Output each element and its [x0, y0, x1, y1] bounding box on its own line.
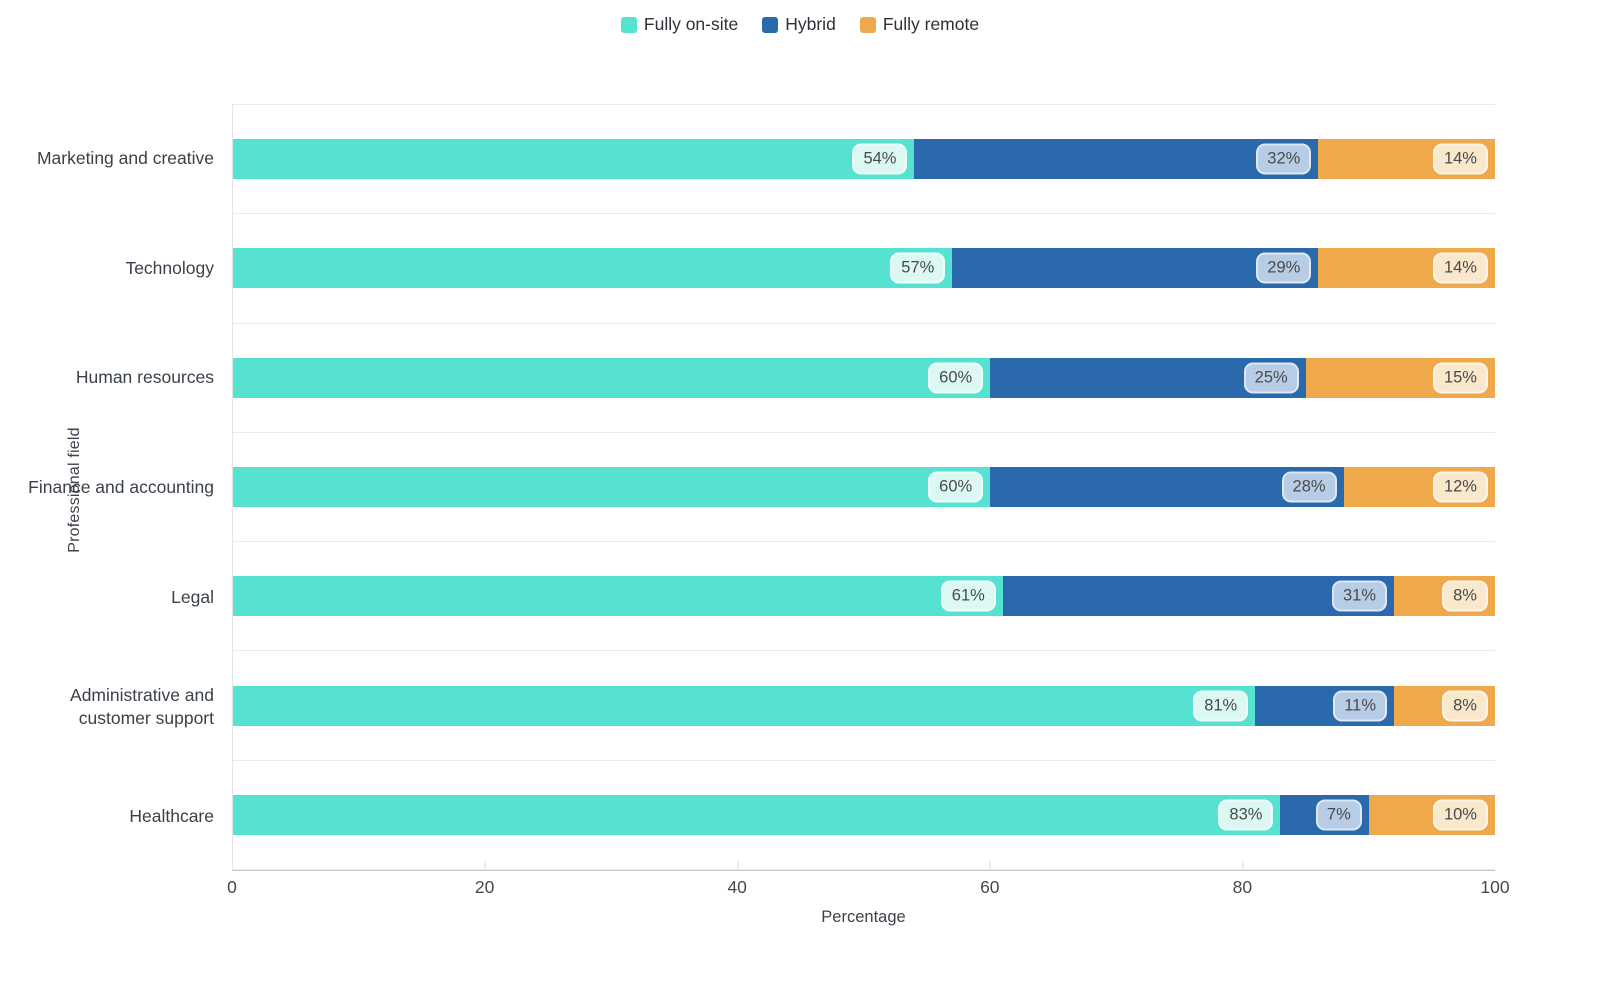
bar-segment-fully-remote: 10%	[1368, 794, 1495, 835]
axis-tick-mark	[989, 861, 991, 870]
bar-segment-fully-remote: 15%	[1305, 357, 1495, 398]
bar-segment-fully-remote: 14%	[1318, 248, 1495, 289]
value-label: 14%	[1432, 252, 1488, 284]
bar-segment-fully-on-site: 83%	[233, 794, 1281, 835]
category-label-legal: Legal	[171, 586, 214, 607]
stacked-bar: 57% 29% 14%	[233, 248, 1495, 289]
category-label-human-resources: Human resources	[75, 367, 214, 388]
legend-item-fully-remote[interactable]: Fully remote	[859, 14, 980, 35]
chart-row-finance-and-accounting: 60% 28% 12%	[233, 433, 1495, 543]
legend-label: Fully on-site	[643, 14, 739, 34]
bar-segment-hybrid: 25%	[990, 357, 1306, 398]
axis-tick-mark	[737, 861, 739, 870]
chart-row-human-resources: 60% 25% 15%	[233, 324, 1495, 433]
value-label: 31%	[1332, 580, 1388, 612]
value-label: 8%	[1442, 580, 1488, 612]
bar-segment-hybrid: 29%	[952, 248, 1319, 289]
x-tick-label: 100	[1480, 877, 1510, 897]
category-label-healthcare: Healthcare	[129, 805, 214, 826]
value-label: 60%	[928, 471, 984, 503]
category-label-finance-and-accounting: Finance and accounting	[28, 477, 214, 498]
bar-segment-hybrid: 11%	[1255, 685, 1395, 726]
bar-segment-fully-remote: 12%	[1343, 466, 1495, 507]
x-axis-title: Percentage	[821, 908, 906, 926]
legend-label: Fully remote	[882, 14, 980, 34]
legend-swatch-icon	[859, 16, 876, 33]
x-tick-label: 60	[980, 877, 1000, 897]
x-tick-label: 80	[1232, 877, 1253, 897]
bar-segment-fully-on-site: 60%	[233, 466, 991, 507]
value-label: 57%	[890, 252, 946, 284]
bar-segment-fully-remote: 8%	[1394, 685, 1495, 726]
value-label: 8%	[1442, 690, 1488, 722]
chart-row-healthcare: 83% 7% 10%	[233, 761, 1495, 870]
bar-segment-fully-on-site: 61%	[233, 576, 1003, 617]
chart-row-marketing-and-creative: 54% 32% 14%	[233, 105, 1495, 215]
category-axis-labels: Marketing and creative Technology Human re…	[0, 104, 216, 871]
value-label: 61%	[940, 580, 996, 612]
legend-item-fully-on-site[interactable]: Fully on-site	[620, 14, 739, 35]
axis-tick-mark	[1242, 861, 1244, 870]
category-label-technology: Technology	[125, 257, 214, 278]
value-label: 10%	[1432, 799, 1488, 831]
legend-label: Hybrid	[785, 14, 836, 34]
x-tick-label: 20	[474, 877, 495, 897]
bar-segment-fully-on-site: 57%	[233, 248, 953, 289]
value-label: 14%	[1432, 143, 1488, 175]
chart-row-legal: 61% 31% 8%	[233, 542, 1495, 652]
value-label: 11%	[1333, 690, 1388, 722]
stacked-bar: 61% 31% 8%	[233, 576, 1495, 617]
bar-segment-hybrid: 31%	[1002, 576, 1395, 617]
legend-item-hybrid[interactable]: Hybrid	[762, 14, 836, 35]
bar-segment-hybrid: 28%	[990, 466, 1344, 507]
value-label: 15%	[1432, 362, 1488, 394]
value-label: 32%	[1256, 143, 1312, 175]
stacked-bar: 81% 11% 8%	[233, 685, 1495, 726]
stacked-bar: 83% 7% 10%	[233, 794, 1495, 835]
stacked-bar: 60% 28% 12%	[233, 466, 1495, 507]
value-label: 29%	[1256, 252, 1312, 284]
bar-segment-fully-on-site: 54%	[233, 139, 915, 180]
stacked-bar: 60% 25% 15%	[233, 357, 1495, 398]
axis-tick-mark	[484, 861, 486, 870]
category-label-marketing-and-creative: Marketing and creative	[36, 148, 214, 169]
legend-swatch-icon	[762, 16, 779, 33]
value-label: 81%	[1193, 690, 1249, 722]
x-tick-label: 40	[727, 877, 747, 897]
value-label: 54%	[852, 143, 908, 175]
bar-segment-fully-on-site: 60%	[233, 357, 991, 398]
value-label: 28%	[1281, 471, 1337, 503]
value-label: 25%	[1243, 362, 1299, 394]
value-label: 60%	[928, 362, 984, 394]
chart-row-administrative-and-customer-support: 81% 11% 8%	[233, 651, 1495, 761]
x-tick-label: 0	[227, 877, 237, 897]
value-label: 7%	[1315, 799, 1362, 831]
bar-segment-hybrid: 7%	[1280, 794, 1369, 835]
category-label-administrative-and-customer-support: Administrative and customer support	[70, 684, 214, 728]
bar-segment-fully-on-site: 81%	[233, 685, 1256, 726]
bar-segment-hybrid: 32%	[914, 139, 1319, 180]
plot-area: 54% 32% 14% 57% 29% 14% 60% 25% 15% 60% 28% 12% 61% 3…	[232, 104, 1495, 871]
value-label: 83%	[1218, 799, 1274, 831]
legend: Fully on-site Hybrid Fully remote	[0, 14, 1600, 35]
stacked-bar: 54% 32% 14%	[233, 139, 1495, 180]
value-label: 12%	[1432, 471, 1488, 503]
bar-segment-fully-remote: 8%	[1394, 576, 1495, 617]
x-axis-ticks: 0 20 40 60 80 100	[227, 877, 1509, 901]
bar-segment-fully-remote: 14%	[1318, 139, 1495, 180]
legend-swatch-icon	[620, 16, 637, 33]
chart-row-technology: 57% 29% 14%	[233, 214, 1495, 324]
